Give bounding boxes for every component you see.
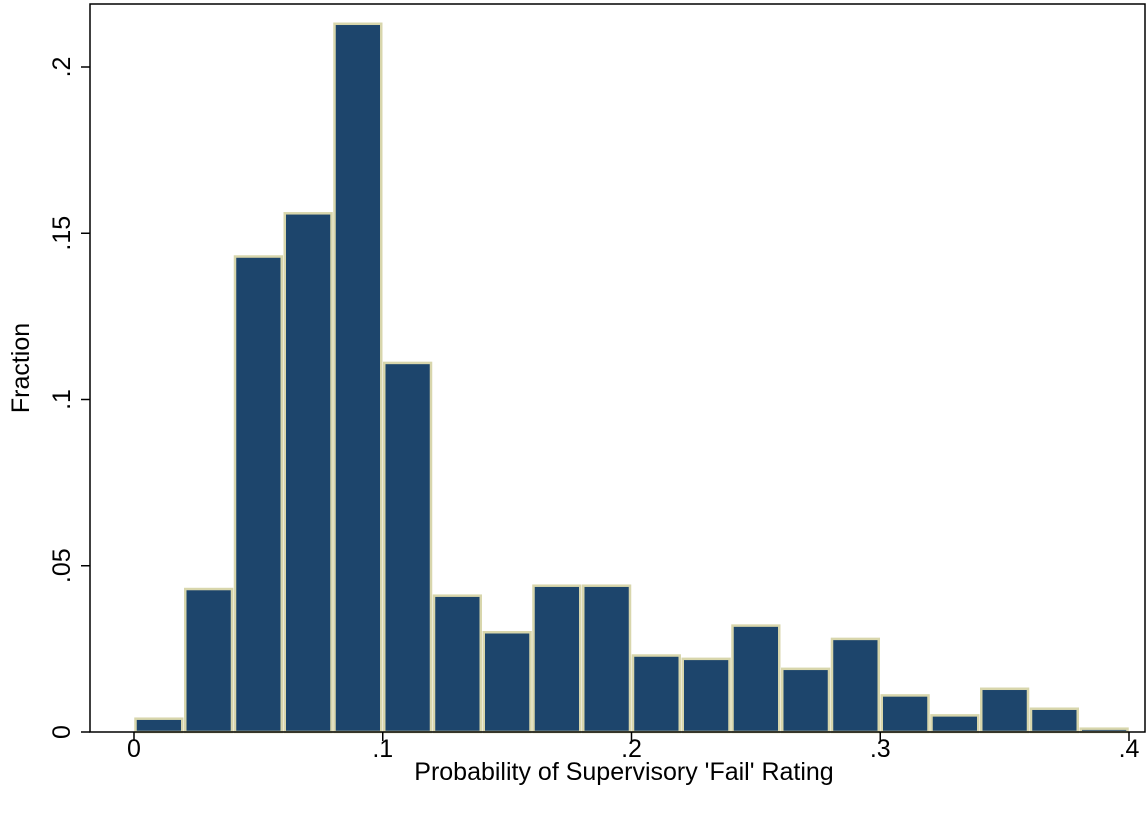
x-tick-label: .1 <box>372 735 393 763</box>
histogram-bar <box>781 667 831 734</box>
y-tick-label: .1 <box>48 389 76 410</box>
x-tick-label: .3 <box>870 735 891 763</box>
histogram-bar <box>1029 707 1079 734</box>
plot-frame <box>89 3 1146 733</box>
histogram-bar <box>830 637 880 734</box>
histogram-bar <box>482 631 532 734</box>
histogram-bar <box>184 587 234 734</box>
x-tick-label: 0 <box>127 735 141 763</box>
histogram-bar <box>631 654 681 734</box>
histogram-bar <box>233 255 283 734</box>
histogram-bar <box>731 624 781 734</box>
histogram-bar <box>432 594 482 734</box>
histogram-bar <box>980 687 1030 734</box>
histogram-bar <box>134 717 184 734</box>
histogram-bar <box>582 584 632 734</box>
x-tick-label: .4 <box>1119 735 1140 763</box>
x-axis: 0 .1 .2 .3 .4 <box>127 732 1140 763</box>
histogram-bar <box>283 212 333 734</box>
bars-group <box>134 22 1129 734</box>
histogram-bar <box>930 714 980 734</box>
x-axis-label: Probability of Supervisory 'Fail' Rating <box>414 758 833 786</box>
histogram-bar <box>383 361 433 734</box>
y-tick-label: .2 <box>48 57 76 78</box>
y-axis: 0 .05 .1 .15 .2 <box>48 57 90 739</box>
y-axis-label: Fraction <box>7 323 35 413</box>
histogram-bar <box>681 657 731 734</box>
x-tick-label: .2 <box>621 735 642 763</box>
y-tick-label: 0 <box>48 725 76 739</box>
y-tick-label: .05 <box>48 548 76 583</box>
histogram-bar <box>532 584 582 734</box>
histogram-bar <box>333 22 383 734</box>
y-tick-label: .15 <box>48 216 76 251</box>
histogram-bar <box>880 694 930 734</box>
